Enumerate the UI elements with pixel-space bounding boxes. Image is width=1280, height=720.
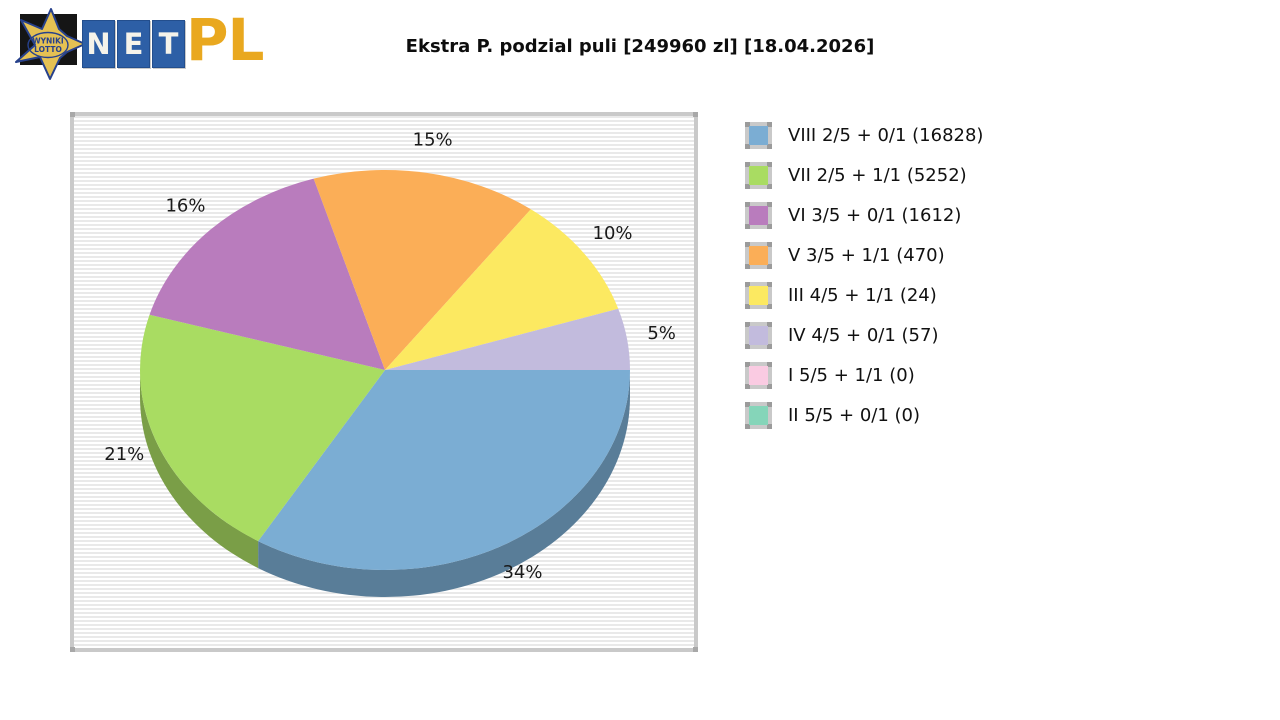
swatch-corner	[745, 304, 750, 309]
swatch-color	[749, 246, 768, 265]
legend-label-III: III 4/5 + 1/1 (24)	[788, 285, 937, 306]
legend-swatch-III	[745, 282, 772, 309]
legend-label-VII: VII 2/5 + 1/1 (5252)	[788, 165, 967, 186]
swatch-corner	[767, 402, 772, 407]
panel-corner	[70, 647, 75, 652]
logo-star-text-1: WYNIKI	[32, 37, 64, 46]
logo-letter-e: E	[123, 26, 144, 61]
pie-slice-side-VII	[140, 370, 259, 569]
swatch-corner	[767, 162, 772, 167]
legend-swatch-V	[745, 242, 772, 269]
panel-corner	[70, 112, 75, 117]
swatch-corner	[745, 362, 750, 367]
logo-letter-box-t: T	[152, 20, 185, 68]
panel-corner	[693, 647, 698, 652]
swatch-corner	[745, 144, 750, 149]
swatch-color	[749, 206, 768, 225]
swatch-corner	[767, 224, 772, 229]
legend-item-III: III 4/5 + 1/1 (24)	[745, 282, 983, 322]
logo-letter-box-e: E	[117, 20, 150, 68]
legend-item-VIII: VIII 2/5 + 0/1 (16828)	[745, 122, 983, 162]
swatch-corner	[767, 264, 772, 269]
swatch-corner	[767, 322, 772, 327]
pie-percent-label-III: 10%	[593, 223, 633, 244]
logo-star-text-2: LOTTO	[34, 45, 62, 54]
legend-label-VI: VI 3/5 + 0/1 (1612)	[788, 205, 962, 226]
swatch-corner	[745, 322, 750, 327]
swatch-corner	[745, 264, 750, 269]
swatch-corner	[767, 362, 772, 367]
swatch-color	[749, 326, 768, 345]
pie-percent-label-IV: 5%	[647, 323, 676, 344]
swatch-corner	[767, 424, 772, 429]
swatch-color	[749, 366, 768, 385]
pie-slice-VII	[139, 314, 385, 542]
pie-slice-VIII	[258, 370, 630, 570]
legend-label-IV: IV 4/5 + 0/1 (57)	[788, 325, 939, 346]
chart-panel: 34% 21% 16% 15% 10% 5%	[70, 112, 698, 652]
swatch-corner	[745, 282, 750, 287]
legend-swatch-VII	[745, 162, 772, 189]
logo-letter-box-n: N	[82, 20, 115, 68]
logo-letter-t: T	[158, 26, 179, 61]
legend-swatch-VI	[745, 202, 772, 229]
pie-chart: 34% 21% 16% 15% 10% 5%	[104, 129, 676, 597]
chart-legend: VIII 2/5 + 0/1 (16828) VII 2/5 + 1/1 (525…	[745, 122, 983, 442]
legend-swatch-I	[745, 362, 772, 389]
swatch-corner	[767, 184, 772, 189]
site-logo[interactable]: WYNIKI LOTTO N E T PL	[14, 8, 284, 82]
swatch-color	[749, 286, 768, 305]
legend-item-IV: IV 4/5 + 0/1 (57)	[745, 322, 983, 362]
pie-slice-IV	[385, 308, 630, 370]
swatch-corner	[767, 344, 772, 349]
swatch-corner	[767, 144, 772, 149]
swatch-corner	[745, 344, 750, 349]
pie-slice-III	[385, 209, 619, 370]
legend-item-VI: VI 3/5 + 0/1 (1612)	[745, 202, 983, 242]
legend-label-V: V 3/5 + 1/1 (470)	[788, 245, 945, 266]
pie-percent-label-V: 15%	[413, 129, 453, 150]
swatch-corner	[745, 384, 750, 389]
legend-label-I: I 5/5 + 1/1 (0)	[788, 365, 915, 386]
swatch-corner	[745, 162, 750, 167]
page-title: Ekstra P. podzial puli [249960 zl] [18.0…	[405, 36, 875, 57]
swatch-corner	[745, 202, 750, 207]
swatch-color	[749, 406, 768, 425]
panel-corner	[693, 112, 698, 117]
swatch-corner	[767, 122, 772, 127]
swatch-corner	[745, 184, 750, 189]
legend-item-II: II 5/5 + 0/1 (0)	[745, 402, 983, 442]
pie-percent-label-VII: 21%	[104, 444, 144, 465]
legend-swatch-VIII	[745, 122, 772, 149]
swatch-color	[749, 166, 768, 185]
pie-slice-V	[313, 169, 531, 370]
logo-pl-text: PL	[186, 6, 264, 74]
swatch-corner	[767, 384, 772, 389]
pie-slice-side-VIII	[258, 370, 630, 597]
swatch-corner	[767, 242, 772, 247]
swatch-corner	[745, 402, 750, 407]
swatch-corner	[745, 224, 750, 229]
swatch-corner	[767, 282, 772, 287]
swatch-color	[749, 126, 768, 145]
legend-swatch-IV	[745, 322, 772, 349]
pie-slice-VI	[149, 178, 385, 370]
legend-swatch-II	[745, 402, 772, 429]
swatch-corner	[767, 304, 772, 309]
legend-item-VII: VII 2/5 + 1/1 (5252)	[745, 162, 983, 202]
logo-letter-n: N	[86, 26, 111, 61]
swatch-corner	[767, 202, 772, 207]
pie-percent-label-VI: 16%	[165, 196, 205, 217]
legend-item-V: V 3/5 + 1/1 (470)	[745, 242, 983, 282]
legend-label-II: II 5/5 + 0/1 (0)	[788, 405, 921, 426]
swatch-corner	[745, 242, 750, 247]
legend-item-I: I 5/5 + 1/1 (0)	[745, 362, 983, 402]
swatch-corner	[745, 424, 750, 429]
lotto-star-icon: WYNIKI LOTTO	[15, 8, 86, 80]
pie-percent-label-VIII: 34%	[502, 562, 542, 583]
swatch-corner	[745, 122, 750, 127]
legend-label-VIII: VIII 2/5 + 0/1 (16828)	[788, 125, 984, 146]
